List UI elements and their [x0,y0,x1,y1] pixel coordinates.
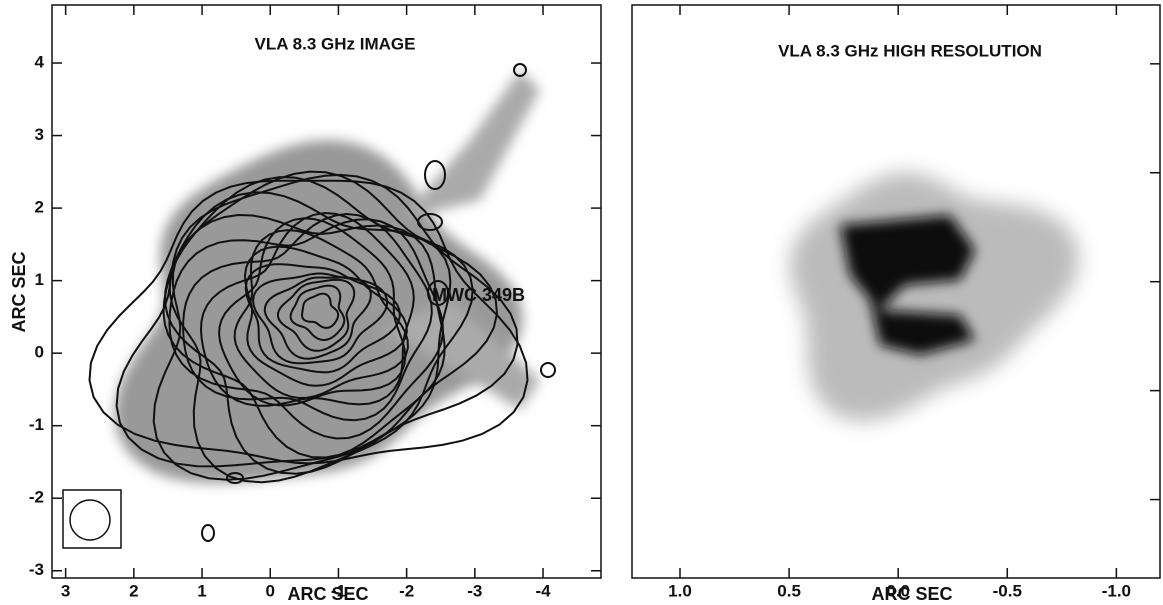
contour [300,292,340,329]
contour [289,284,346,342]
contour [199,211,415,407]
y-tick-label: 0 [35,343,44,362]
axes-layer: MWC 349B VLA 8.3 GHz IMAGE ARC SEC ARC SEC 3… [9,4,1161,604]
x-tick-label: 0 [266,581,275,600]
contour [424,160,446,190]
plot-frame [51,4,602,579]
emission [840,215,975,355]
contour [427,280,449,306]
x-tick-label: 1 [197,581,206,600]
x-tick-label: 3 [61,581,70,600]
emission [380,300,540,410]
panel-title: VLA 8.3 GHz HIGH RESOLUTION [778,41,1042,60]
y-tick-label: -1 [29,415,44,434]
x-tick-label: 0.0 [886,581,910,600]
panel-title: VLA 8.3 GHz IMAGE [255,34,416,53]
x-tick-label: -0.5 [993,581,1022,600]
y-tick-label: -2 [29,488,44,507]
contour [218,217,407,407]
contour [540,362,556,378]
image-layer [62,63,1079,549]
emission [790,172,1079,421]
contour [277,278,356,352]
contour [243,245,408,387]
x-tick-label: 1.0 [668,581,692,600]
x-axis-label: ARC SEC [871,584,952,604]
x-tick-label: -3 [467,581,482,600]
contour [164,191,452,475]
x-tick-label: -1 [331,581,346,600]
x-tick-label: 2 [129,581,138,600]
contour [513,63,527,77]
contour [201,524,215,542]
emission [400,70,540,220]
annotation: MWC 349B [432,285,525,305]
contour [182,212,433,422]
x-tick-label: -1.0 [1102,581,1131,600]
x-axis-label: ARC SEC [287,584,368,604]
contour [168,218,445,440]
y-tick-label: 2 [35,198,44,217]
contour [417,213,443,231]
y-tick-label: 1 [35,270,44,289]
x-tick-label: -2 [399,581,414,600]
x-tick-label: -4 [535,581,551,600]
contour [233,229,409,400]
contour [88,179,529,465]
y-tick-label: 3 [35,125,44,144]
beam-box [62,489,122,549]
beam [69,499,111,541]
contour [263,276,372,360]
plot-frame [631,4,1161,579]
contour [244,263,401,374]
y-axis-label: ARC SEC [9,251,29,332]
y-tick-label: -3 [29,560,44,579]
contour [226,472,244,484]
x-tick-label: 0.5 [777,581,801,600]
y-tick-label: 4 [35,53,45,72]
